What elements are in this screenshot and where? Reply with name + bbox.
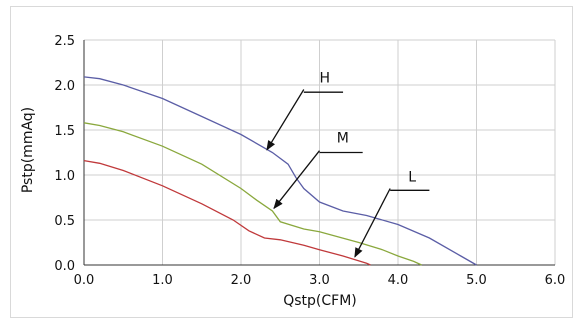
y-tick-label: 1.5 — [54, 124, 75, 139]
annotation-arrow-l — [354, 188, 391, 258]
annotations: H M L — [266, 70, 430, 258]
series-line-m — [83, 122, 422, 266]
x-tick-label: 2.0 — [231, 273, 252, 288]
series-label-h: H — [320, 70, 331, 86]
series-lines — [83, 76, 477, 266]
series-label-m: M — [337, 131, 349, 147]
x-axis-label: Qstp(CFM) — [283, 293, 357, 309]
y-tick-label: 2.0 — [54, 79, 75, 94]
chart-frame — [10, 6, 573, 318]
series-line-l — [83, 159, 371, 266]
x-tick-labels: 0.0 1.0 2.0 3.0 4.0 5.0 6.0 — [74, 273, 566, 288]
annotation-arrow-m — [273, 150, 321, 210]
x-tick-label: 6.0 — [545, 273, 566, 288]
x-tick-label: 4.0 — [388, 273, 409, 288]
y-tick-label: 1.0 — [54, 169, 75, 184]
x-tick-label: 3.0 — [309, 273, 330, 288]
y-axis-label: Pstp(mmAq) — [20, 107, 36, 193]
grid — [83, 39, 556, 266]
y-tick-label: 2.5 — [54, 34, 75, 49]
series-label-l: L — [408, 169, 416, 185]
x-tick-label: 5.0 — [466, 273, 487, 288]
y-tick-label: 0.5 — [54, 214, 75, 229]
y-tick-labels: 0.0 0.5 1.0 1.5 2.0 2.5 — [54, 34, 75, 274]
x-tick-label: 0.0 — [74, 273, 95, 288]
series-line-h — [83, 76, 477, 266]
y-tick-label: 0.0 — [54, 259, 75, 274]
x-tick-label: 1.0 — [152, 273, 173, 288]
annotation-arrow-h — [266, 89, 305, 151]
